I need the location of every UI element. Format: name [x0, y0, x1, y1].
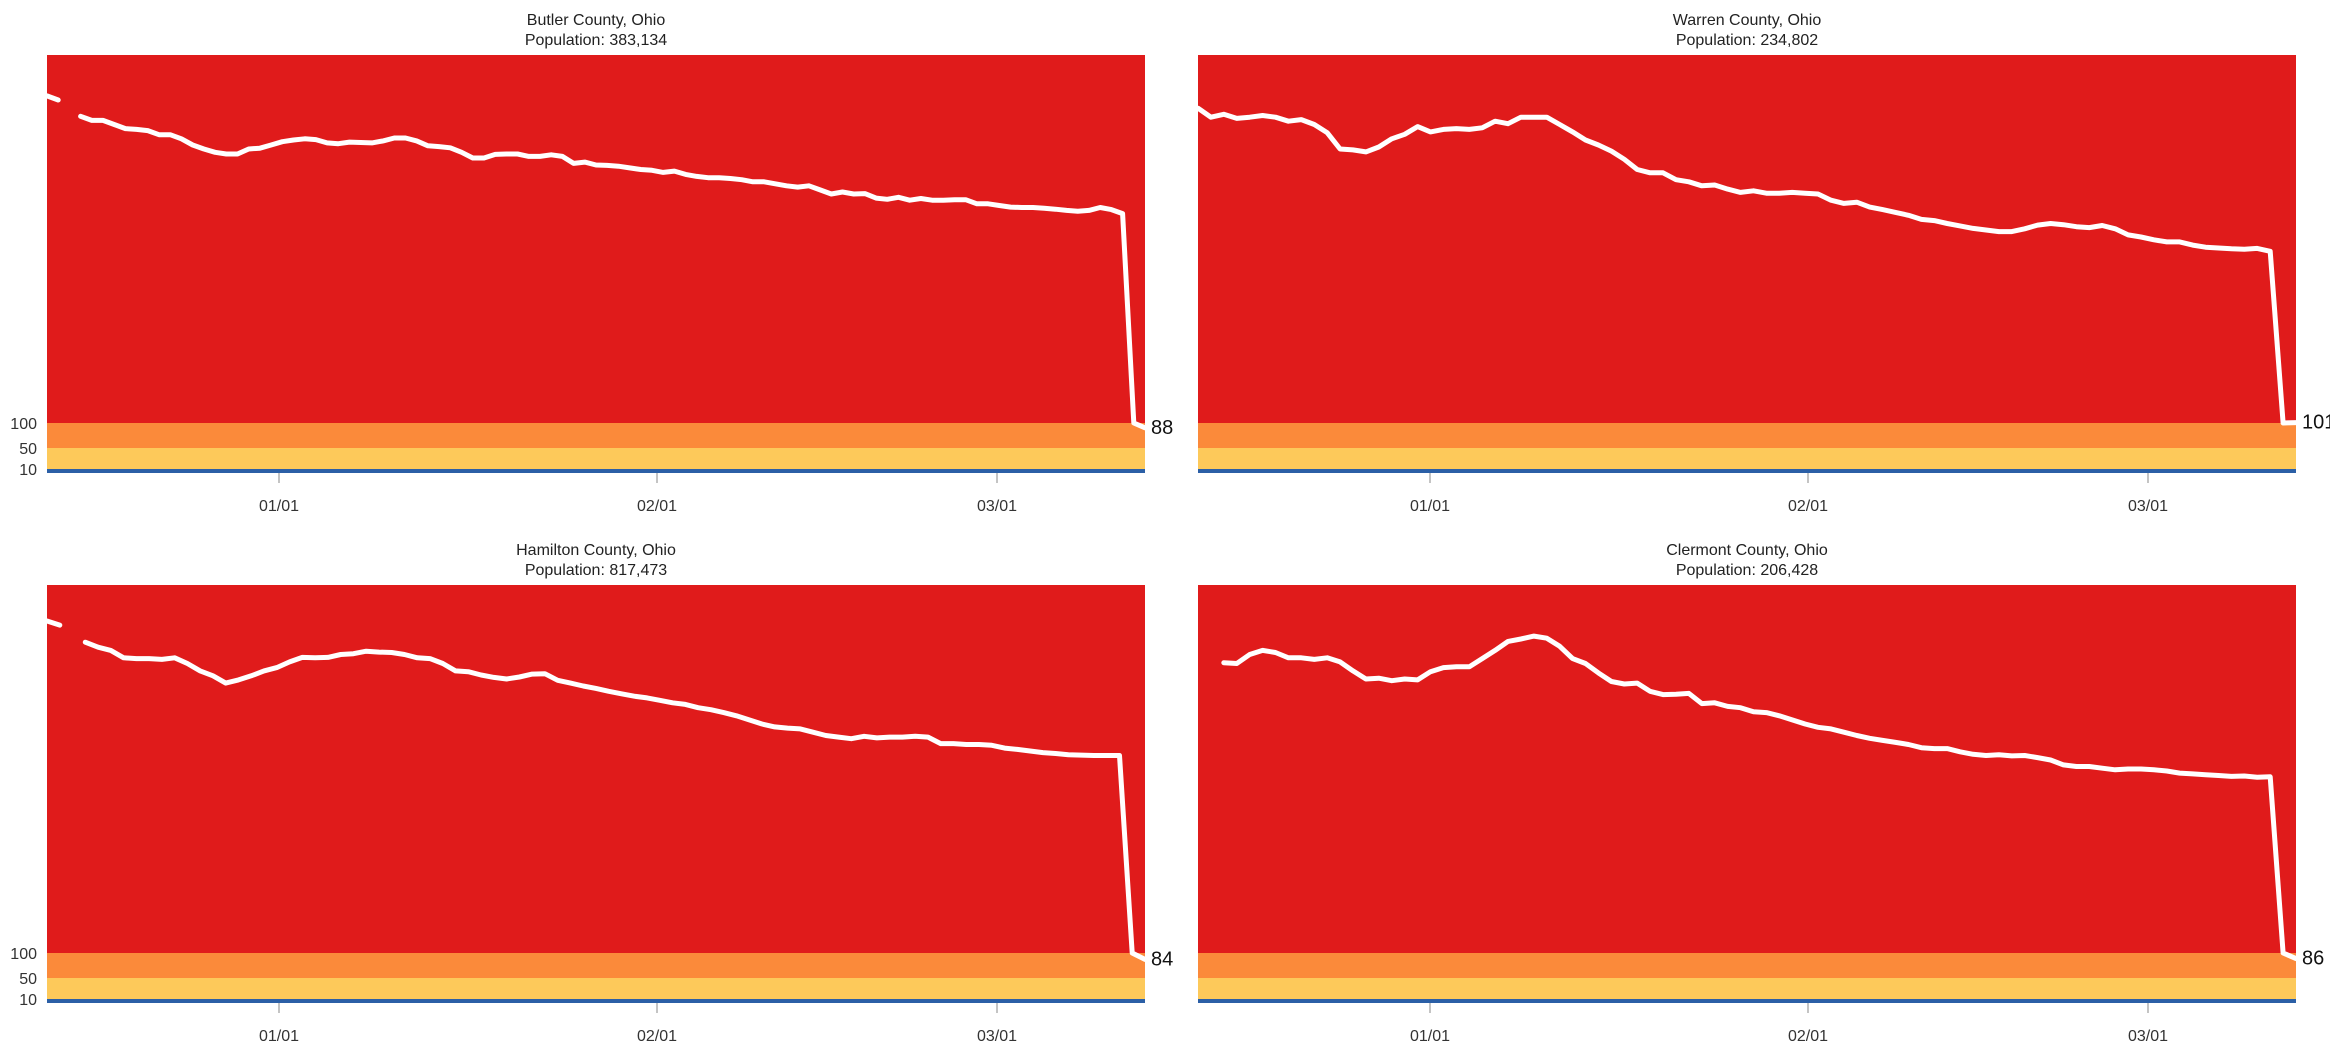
x-tick-label: 02/01	[637, 498, 677, 515]
x-tick-label: 01/01	[259, 1028, 299, 1045]
band-over-100	[47, 585, 1145, 953]
trend-line	[44, 93, 1148, 431]
end-value-label: 88	[1151, 417, 1173, 439]
trend-line	[44, 618, 1148, 962]
x-tick-label: 02/01	[637, 1028, 677, 1045]
band-over-100	[47, 55, 1145, 423]
y-tick-label: 10	[19, 462, 37, 479]
y-tick-label: 100	[10, 946, 37, 963]
band-10-50	[1198, 978, 2296, 999]
panel-title: Butler County, Ohio	[527, 12, 666, 29]
band-under-10	[47, 469, 1145, 473]
x-tick-label: 02/01	[1788, 498, 1828, 515]
chart-panel-3: Hamilton County, Ohio Population: 817,473…	[10, 542, 1173, 1045]
band-50-100	[47, 953, 1145, 978]
x-tick-label: 03/01	[2128, 1028, 2168, 1045]
band-under-10	[1198, 999, 2296, 1003]
panel-subtitle: Population: 383,134	[525, 32, 667, 49]
panel-subtitle: Population: 206,428	[1676, 562, 1818, 579]
x-tick-label: 03/01	[2128, 498, 2168, 515]
chart-panel-4: Clermont County, Ohio Population: 206,428…	[1198, 542, 2324, 1045]
band-50-100	[47, 423, 1145, 448]
band-under-10	[1198, 469, 2296, 473]
y-tick-label: 50	[19, 971, 37, 988]
chart-panel-2: Warren County, Ohio Population: 234,802 01…	[1195, 12, 2330, 515]
panel-subtitle: Population: 234,802	[1676, 32, 1818, 49]
end-value-label: 84	[1151, 948, 1173, 970]
panel-title: Clermont County, Ohio	[1666, 542, 1828, 559]
band-10-50	[1198, 448, 2296, 469]
trend-line	[1221, 633, 2299, 962]
band-over-100	[1198, 55, 2296, 423]
x-tick-label: 01/01	[259, 498, 299, 515]
panel-subtitle: Population: 817,473	[525, 562, 667, 579]
y-tick-label: 50	[19, 441, 37, 458]
panel-title: Hamilton County, Ohio	[516, 542, 676, 559]
x-tick-label: 02/01	[1788, 1028, 1828, 1045]
band-50-100	[1198, 423, 2296, 448]
x-tick-label: 01/01	[1410, 498, 1450, 515]
panel-title: Warren County, Ohio	[1673, 12, 1822, 29]
chart-panel-1: Butler County, Ohio Population: 383,134 10…	[10, 12, 1173, 515]
band-50-100	[1198, 953, 2296, 978]
band-10-50	[47, 978, 1145, 999]
end-value-label: 86	[2302, 948, 2324, 970]
y-tick-label: 100	[10, 416, 37, 433]
x-tick-label: 03/01	[977, 1028, 1017, 1045]
band-under-10	[47, 999, 1145, 1003]
trend-line	[1195, 105, 2299, 426]
band-10-50	[47, 448, 1145, 469]
y-tick-label: 10	[19, 992, 37, 1009]
x-tick-label: 01/01	[1410, 1028, 1450, 1045]
end-value-label: 101	[2302, 412, 2330, 434]
x-tick-label: 03/01	[977, 498, 1017, 515]
